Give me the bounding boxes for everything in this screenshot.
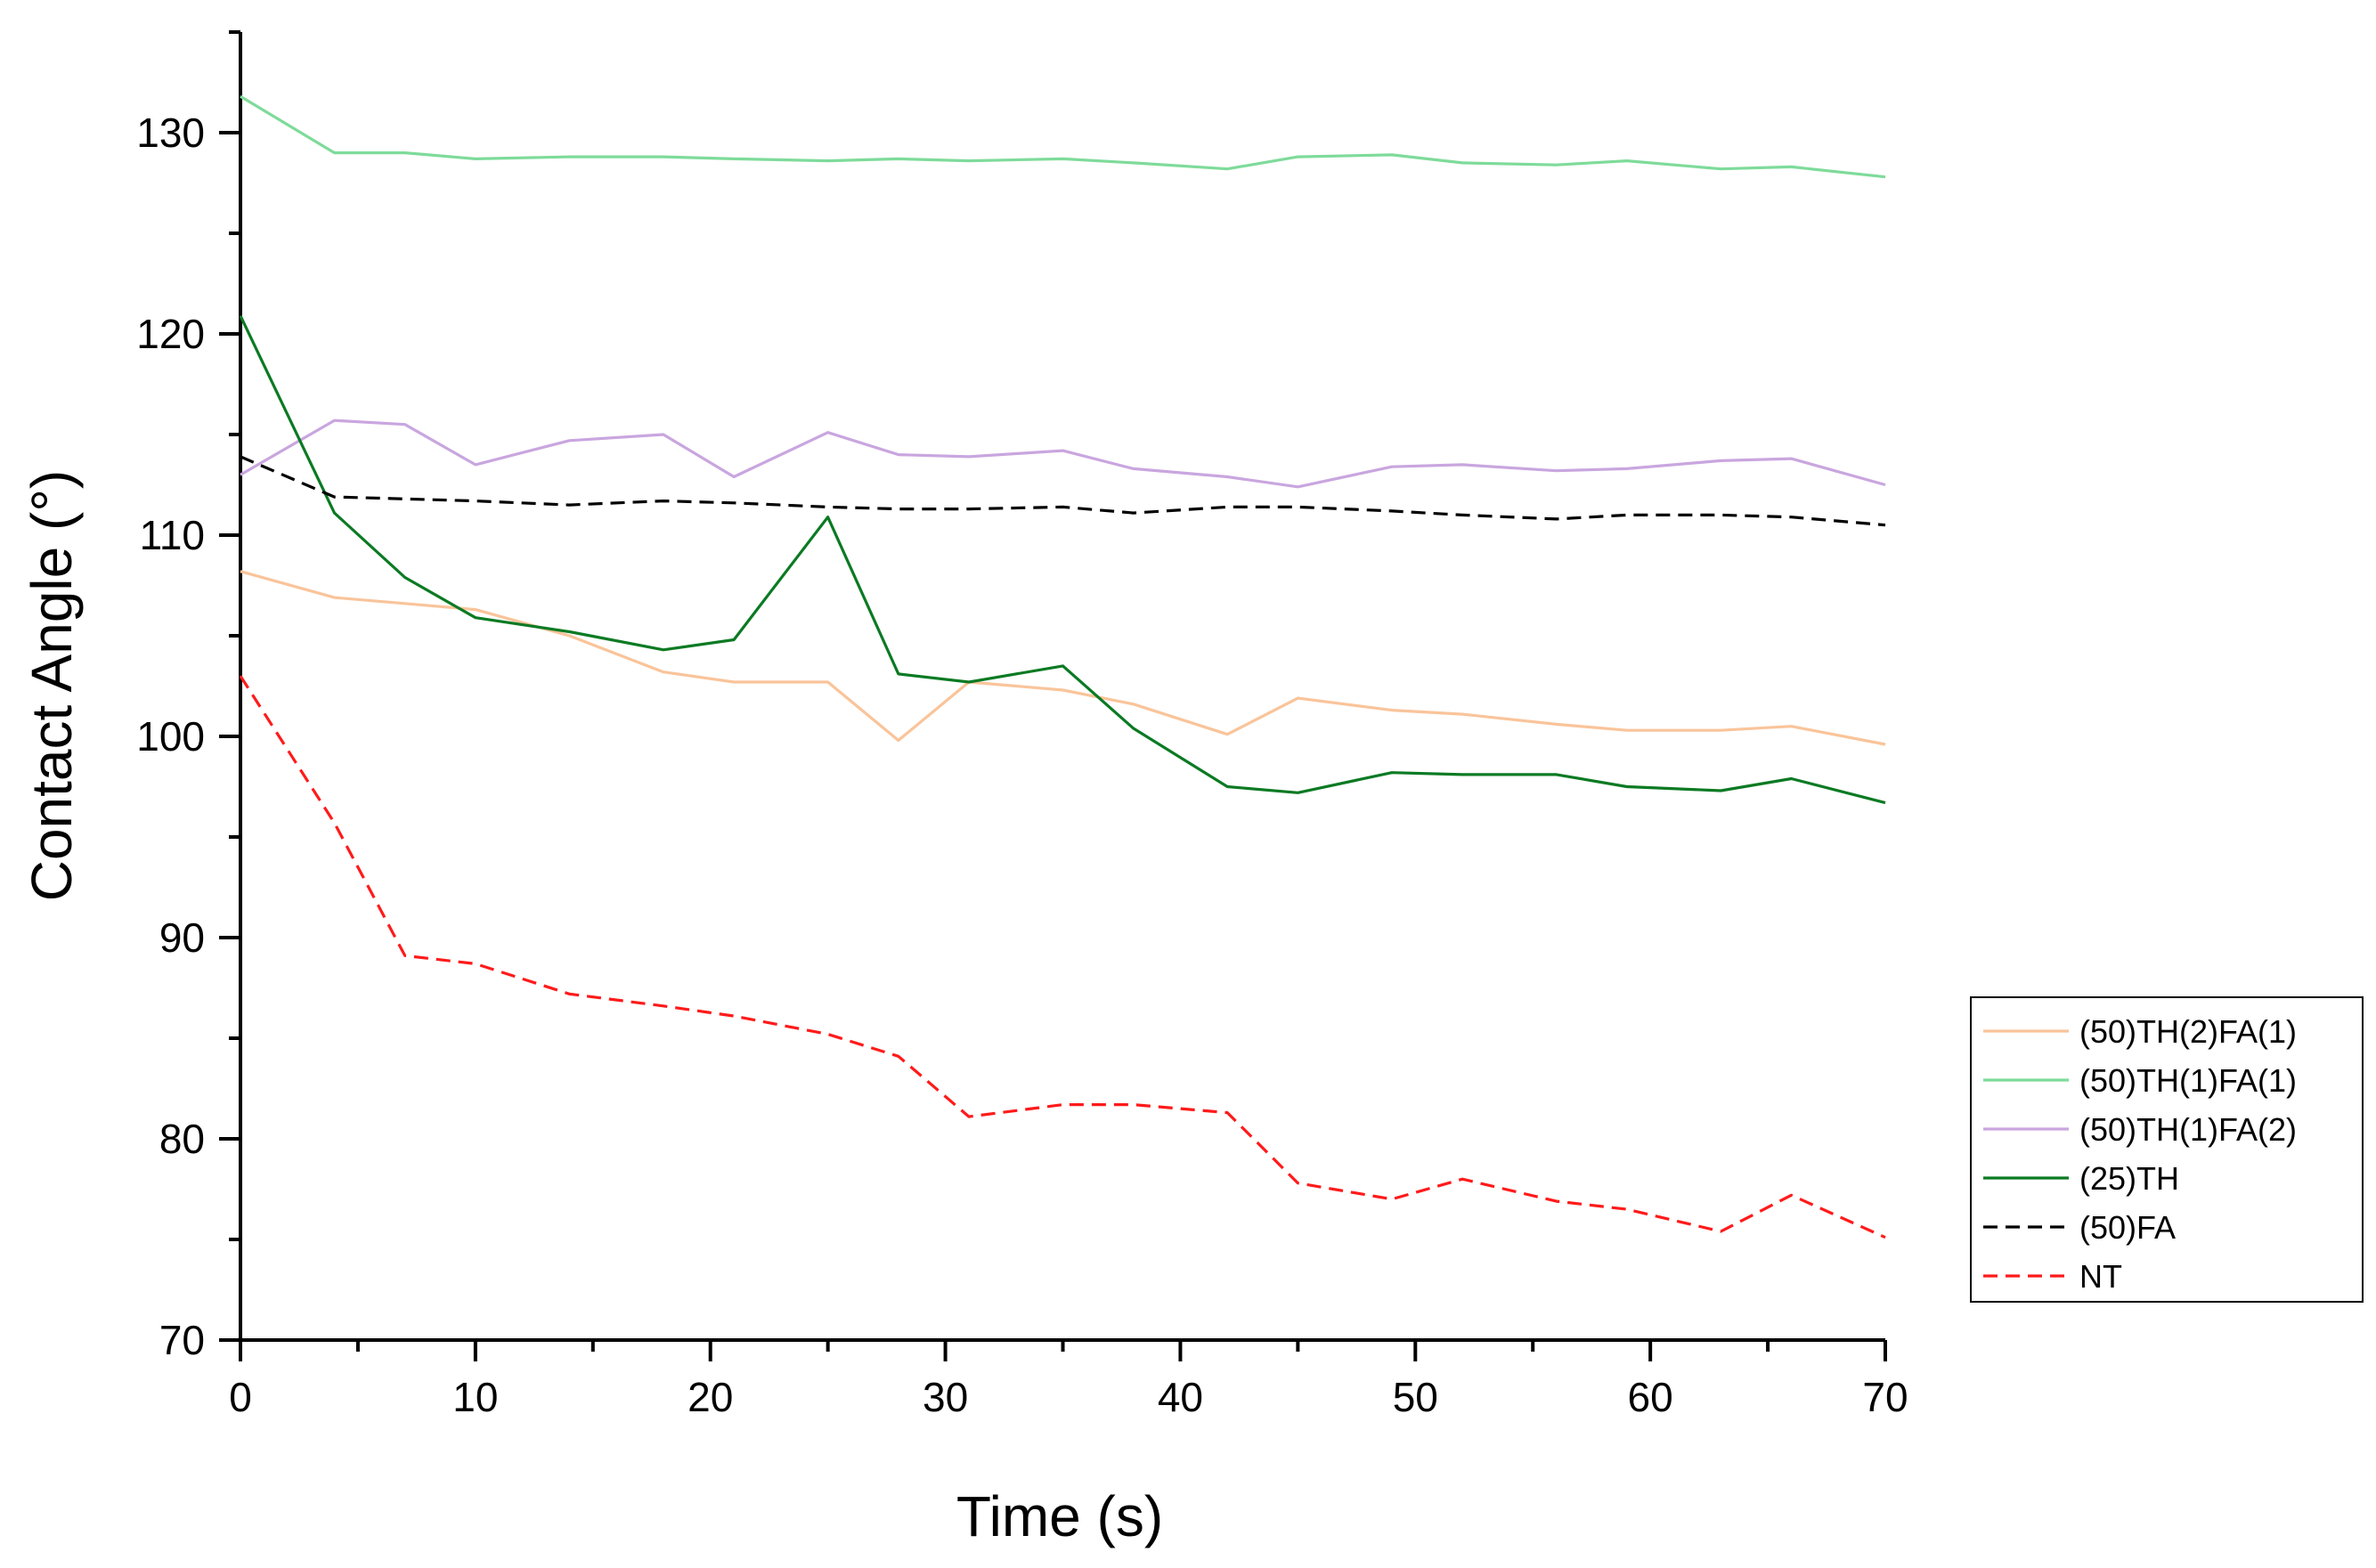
x-tick-label: 0 (229, 1374, 252, 1420)
x-tick-label: 30 (923, 1374, 968, 1420)
x-tick-label: 10 (452, 1374, 498, 1420)
ticks: 0 10 20 30 40 50 60 70 70 80 90 100 110 120 130 (136, 30, 1908, 1420)
y-tick-label: 120 (136, 311, 205, 357)
legend: (50)TH(2)FA(1) (50)TH(1)FA(1) (50)TH(1)FA(… (1970, 996, 2364, 1303)
y-axis-title: Contact Angle (°) (20, 470, 84, 902)
legend-label: (50)FA (2079, 1209, 2176, 1246)
x-axis-title: Time (s) (956, 1484, 1163, 1548)
series-line-6 (239, 675, 1886, 1239)
series-layer (239, 94, 1886, 1239)
y-tick-label: 130 (136, 110, 205, 156)
legend-label: NT (2079, 1258, 2122, 1295)
x-tick-label: 20 (688, 1374, 733, 1420)
legend-label: (50)TH(1)FA(2) (2079, 1111, 2297, 1148)
y-tick-label: 110 (140, 512, 205, 558)
y-tick-label: 70 (159, 1317, 205, 1363)
x-tick-label: 60 (1628, 1374, 1673, 1420)
series-line-2 (240, 94, 1886, 179)
series-line-3 (240, 418, 1886, 489)
series-line-4 (239, 315, 1886, 805)
y-tick-label: 100 (136, 713, 205, 760)
y-tick-label: 90 (159, 914, 205, 961)
series-line-1 (240, 570, 1886, 746)
legend-label: (25)TH (2079, 1160, 2179, 1197)
axes (239, 32, 1885, 1342)
x-tick-label: 70 (1862, 1374, 1908, 1420)
legend-box (1970, 996, 2364, 1303)
x-tick-label: 50 (1393, 1374, 1438, 1420)
x-tick-label: 40 (1158, 1374, 1203, 1420)
legend-label: (50)TH(2)FA(1) (2079, 1013, 2297, 1050)
series-line-5 (240, 455, 1886, 527)
y-tick-label: 80 (159, 1116, 205, 1162)
legend-label: (50)TH(1)FA(1) (2079, 1062, 2297, 1099)
